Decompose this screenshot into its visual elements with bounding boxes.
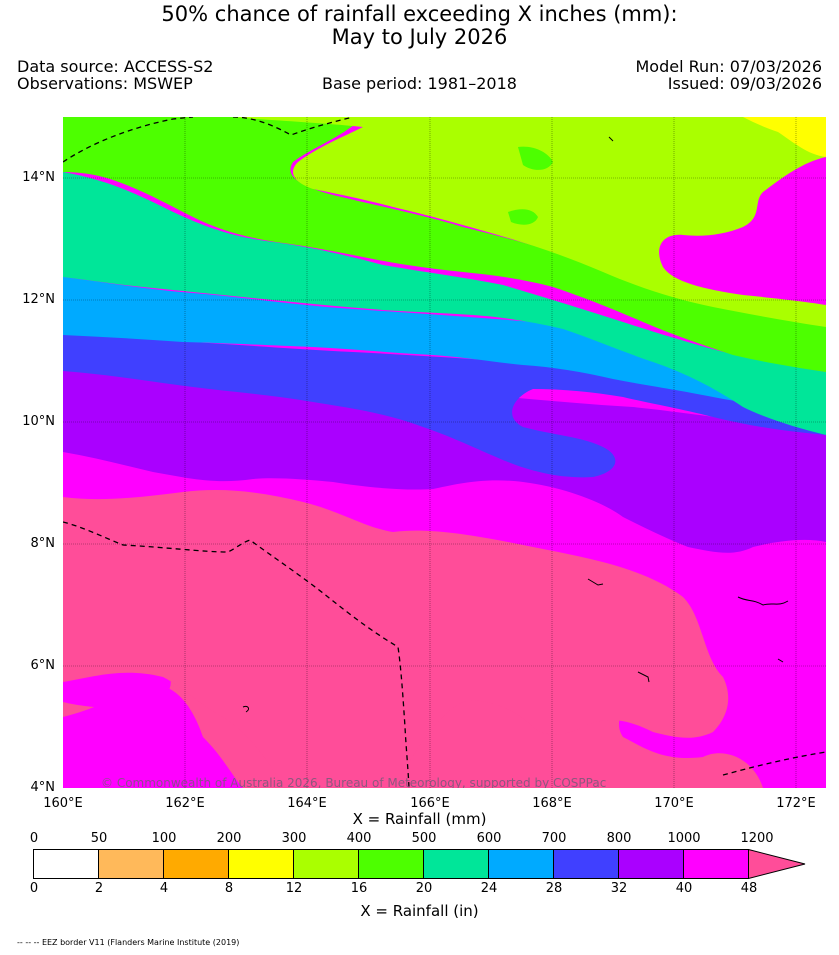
copyright-text: © Commonwealth of Australia 2026, Bureau… [101, 776, 606, 788]
swatch-extension [748, 849, 806, 880]
lon-label: 172°E [776, 796, 816, 811]
lat-label: 12°N [22, 292, 55, 307]
colorbar-in-label: 28 [545, 881, 563, 896]
model-run: Model Run: 07/03/2026 [635, 57, 823, 76]
colorbar-in-label: 48 [740, 881, 758, 896]
colorbar-mm-label: 1000 [667, 831, 701, 846]
colorbar-mm-label: 400 [346, 831, 372, 846]
zone-32-40 [63, 367, 826, 553]
zone-16-20-patch [518, 146, 553, 170]
base-period: Base period: 1981–2018 [322, 74, 517, 93]
lon-label: 168°E [532, 796, 572, 811]
colorbar-mm-label: 500 [411, 831, 437, 846]
colorbar-in-label: 8 [224, 881, 234, 896]
colorbar-in-title: X = Rainfall (in) [360, 902, 479, 920]
colorbar-mm-label: 700 [541, 831, 567, 846]
colorbar-mm-label: 200 [216, 831, 242, 846]
colorbar-in-label: 20 [415, 881, 433, 896]
rainfall-map: © Commonwealth of Australia 2026, Bureau… [63, 117, 826, 788]
lat-label: 6°N [30, 658, 56, 673]
lat-label: 4°N [30, 780, 56, 795]
eez-border [63, 117, 826, 788]
map-title-line1: 50% chance of rainfall exceeding X inche… [161, 2, 678, 26]
zone-8-12 [743, 117, 826, 157]
lon-label: 160°E [43, 796, 83, 811]
lat-label: 8°N [30, 536, 56, 551]
colorbar-in-label: 0 [29, 881, 39, 896]
colorbar-in-label: 16 [350, 881, 368, 896]
colorbar-mm-label: 300 [281, 831, 307, 846]
zone-16-20 [63, 117, 826, 372]
colorbar-in-label: 40 [675, 881, 693, 896]
lon-label: 166°E [410, 796, 450, 811]
colorbar [33, 849, 806, 880]
colorbar-swatches [33, 849, 806, 880]
footnote: -- -- -- EEZ border V11 (Flanders Marine… [17, 938, 240, 947]
swatch [683, 849, 749, 879]
colorbar-mm-label: 100 [151, 831, 177, 846]
swatch [358, 849, 424, 879]
zone-24-28 [63, 277, 826, 413]
swatch [488, 849, 554, 879]
swatch [293, 849, 359, 879]
colorbar-in-label: 24 [480, 881, 498, 896]
colorbar-in-label: 4 [159, 881, 169, 896]
zone-gt48 [63, 490, 729, 788]
data-source: Data source: ACCESS-S2 [17, 57, 214, 76]
swatch [98, 849, 164, 879]
swatch [33, 849, 99, 879]
lat-label: 14°N [22, 170, 55, 185]
zone-16-20-patch [508, 209, 538, 225]
coastline [242, 136, 789, 713]
colorbar-mm-label: 600 [476, 831, 502, 846]
swatch [618, 849, 684, 879]
lon-label: 162°E [165, 796, 205, 811]
colorbar-mm-title: X = Rainfall (mm) [352, 810, 487, 828]
observations: Observations: MSWEP [17, 74, 193, 93]
lon-label: 164°E [287, 796, 327, 811]
swatch [423, 849, 489, 879]
colorbar-in-label: 12 [285, 881, 303, 896]
colorbar-mm-label: 1200 [740, 831, 774, 846]
swatch [228, 849, 294, 879]
swatch [553, 849, 619, 879]
colorbar-in-label: 2 [94, 881, 104, 896]
map-title-line2: May to July 2026 [331, 25, 508, 49]
zone-40-48-patch [63, 685, 243, 788]
colorbar-in-label: 32 [610, 881, 628, 896]
issued-date: Issued: 09/03/2026 [667, 74, 822, 93]
colorbar-mm-label: 0 [29, 831, 39, 846]
zone-20-24 [63, 172, 826, 435]
swatch [163, 849, 229, 879]
colorbar-mm-label: 800 [606, 831, 632, 846]
lat-label: 10°N [22, 414, 55, 429]
lon-label: 170°E [654, 796, 694, 811]
colorbar-mm-label: 50 [90, 831, 108, 846]
zone-28-32 [63, 332, 826, 478]
